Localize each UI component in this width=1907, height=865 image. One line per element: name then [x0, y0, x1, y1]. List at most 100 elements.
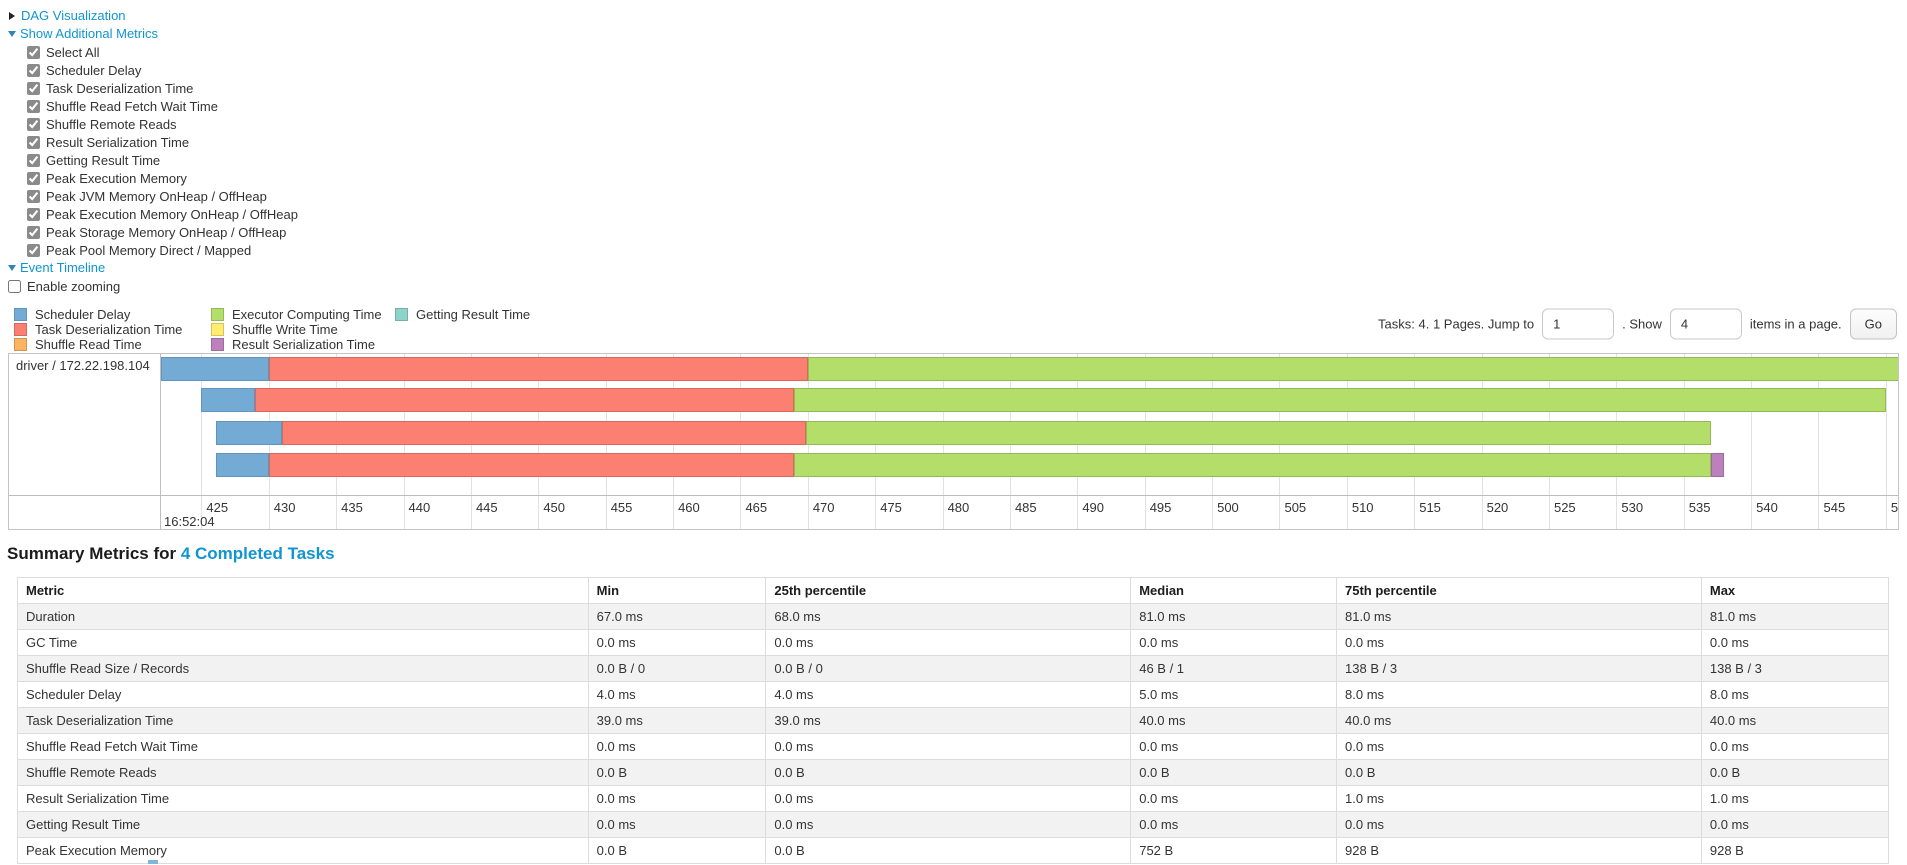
table-row: Duration 67.0 ms 68.0 ms 81.0 ms 81.0 ms 81.0… — [17, 603, 1890, 630]
axis-tick-label: 480 — [947, 500, 970, 515]
metric-checkbox[interactable] — [27, 243, 40, 257]
table-header-cell: Max — [1700, 577, 1890, 604]
axis-tick-label: 530 — [1621, 500, 1644, 515]
metric-checkbox-row: Peak Execution Memory OnHeap / OffHeap — [27, 205, 1907, 223]
metric-checkbox[interactable] — [27, 225, 40, 239]
table-header-cell: Metric — [17, 577, 589, 604]
metric-checkbox-label: Peak Execution Memory — [46, 170, 187, 186]
metric-value-cell: 0.0 ms — [1700, 811, 1890, 838]
metric-value-cell: 8.0 ms — [1336, 681, 1702, 708]
task-bar-segment-executor_computing[interactable] — [806, 421, 1711, 445]
axis-tick-label: 540 — [1756, 500, 1778, 515]
metric-value-cell: 0.0 B — [587, 759, 767, 786]
task-bar-segment-scheduler_delay[interactable] — [161, 357, 269, 381]
dag-visualization-row: DAG Visualization — [8, 7, 1907, 25]
axis-tick-label: 455 — [610, 500, 633, 515]
metric-checkbox[interactable] — [27, 153, 40, 167]
result_serialization-swatch-icon — [211, 337, 224, 351]
summary-metrics-table: Metric Min 25th percentile Median 75th perce… — [17, 577, 1890, 864]
table-header-row: Metric Min 25th percentile Median 75th perce… — [17, 577, 1890, 604]
metric-value-cell: 46 B / 1 — [1130, 655, 1338, 682]
task-bar-segment-executor_computing[interactable] — [794, 388, 1886, 412]
metric-name-cell: Shuffle Remote Reads — [17, 759, 589, 786]
table-header-cell: Min — [587, 577, 767, 604]
show-additional-metrics-link[interactable]: Show Additional Metrics — [20, 26, 159, 41]
metric-checkbox[interactable] — [27, 171, 40, 185]
event-timeline-link[interactable]: Event Timeline — [20, 260, 106, 275]
metric-checkbox-label: Result Serialization Time — [46, 134, 190, 150]
task-bar-segment-executor_computing[interactable] — [807, 357, 1898, 381]
expanded-arrow-icon — [8, 31, 16, 37]
enable-zooming-row: Enable zooming — [8, 277, 1907, 295]
task-bar-segment-task_deserialization[interactable] — [255, 388, 795, 412]
axis-tick-label: 445 — [475, 500, 498, 515]
metric-checkbox[interactable] — [27, 207, 40, 221]
axis-tick-label: 475 — [880, 500, 902, 515]
metric-name-cell: Shuffle Read Size / Records — [17, 655, 589, 682]
metric-value-cell: 67.0 ms — [587, 603, 767, 630]
metric-name-cell: Task Deserialization Time — [17, 707, 589, 734]
metric-value-cell: 928 B — [1700, 837, 1890, 864]
task-bar-segment-executor_computing[interactable] — [794, 453, 1711, 477]
axis-gridline — [1751, 354, 1753, 529]
axis-tick-label: 500 — [1217, 500, 1239, 515]
table-header-cell: 75th percentile — [1336, 577, 1702, 604]
metric-checkbox[interactable] — [27, 189, 40, 203]
executor-label: driver / 172.22.198.104 — [16, 358, 150, 373]
jump-to-page-input[interactable] — [1542, 308, 1615, 340]
go-button[interactable]: Go — [1849, 308, 1897, 340]
metric-checkbox[interactable] — [27, 117, 40, 131]
task-bar-segment-task_deserialization[interactable] — [282, 421, 807, 445]
metric-name-cell: Shuffle Read Fetch Wait Time — [17, 733, 589, 760]
event-timeline-row: Event Timeline — [8, 259, 1907, 277]
table-row: Shuffle Remote Reads 0.0 B 0.0 B 0.0 B 0.0 B… — [17, 759, 1890, 786]
items-per-page-input[interactable] — [1669, 308, 1742, 340]
metric-value-cell: 0.0 B — [1336, 759, 1702, 786]
task-bar-segment-task_deserialization[interactable] — [268, 357, 808, 381]
table-row: Shuffle Read Fetch Wait Time 0.0 ms 0.0 ms… — [17, 733, 1890, 760]
metric-value-cell: 0.0 ms — [1700, 629, 1890, 656]
metric-checkbox-label: Peak Storage Memory OnHeap / OffHeap — [46, 224, 287, 240]
metric-value-cell: 0.0 B / 0 — [765, 655, 1132, 682]
event-timeline-chart: 425 430 435 440 445 450 455 460 465 470 475 480 485 4… — [8, 353, 1899, 530]
task-bar-segment-scheduler_delay[interactable] — [216, 421, 283, 445]
axis-tick-label: 535 — [1688, 500, 1711, 515]
pagination-suffix-text: items in a page. — [1749, 316, 1842, 332]
legend-label: Executor Computing Time — [232, 306, 382, 322]
timeline-header-strip: Scheduler Delay Task Deserialization Time… — [0, 295, 1907, 353]
metric-checkbox-label: Shuffle Read Fetch Wait Time — [46, 98, 218, 114]
metric-value-cell: 68.0 ms — [765, 603, 1132, 630]
stage-controls: DAG Visualization Show Additional Metric… — [0, 0, 1907, 295]
metric-value-cell: 0.0 ms — [1130, 785, 1338, 812]
summary-metrics-heading: Summary Metrics for 4 Completed Tasks — [7, 544, 1907, 564]
metric-checkbox-row: Peak Storage Memory OnHeap / OffHeap — [27, 223, 1907, 241]
metric-checkbox[interactable] — [27, 63, 40, 77]
task-bar-segment-task_deserialization[interactable] — [268, 453, 795, 477]
metric-value-cell: 81.0 ms — [1130, 603, 1338, 630]
task-bar-segment-scheduler_delay[interactable] — [201, 388, 256, 412]
metric-checkbox-label: Getting Result Time — [46, 152, 161, 168]
metric-checkbox-row: Scheduler Delay — [27, 61, 1907, 79]
enable-zooming-checkbox[interactable] — [8, 279, 21, 293]
task-bar-segment-result_serialization[interactable] — [1710, 453, 1725, 477]
metric-checkbox-label: Peak JVM Memory OnHeap / OffHeap — [46, 188, 267, 204]
task_deserialization-swatch-icon — [14, 322, 27, 336]
metric-value-cell: 0.0 ms — [587, 629, 767, 656]
dag-visualization-link[interactable]: DAG Visualization — [21, 8, 126, 23]
metric-checkbox[interactable] — [27, 81, 40, 95]
completed-tasks-link[interactable]: 4 Completed Tasks — [180, 544, 335, 563]
metric-value-cell: 81.0 ms — [1336, 603, 1702, 630]
getting_result-swatch-icon — [395, 307, 408, 321]
scheduler_delay-swatch-icon — [14, 307, 27, 321]
task-bar-segment-scheduler_delay[interactable] — [216, 453, 269, 477]
legend-item: Result Serialization Time — [211, 337, 382, 352]
metric-value-cell: 0.0 ms — [1130, 811, 1338, 838]
metric-checkbox[interactable] — [27, 99, 40, 113]
metric-value-cell: 5.0 ms — [1130, 681, 1338, 708]
metric-checkbox[interactable] — [27, 45, 40, 59]
metric-checkbox-row: Peak Pool Memory Direct / Mapped — [27, 241, 1907, 259]
metric-checkbox[interactable] — [27, 135, 40, 149]
metric-name-cell: Scheduler Delay — [17, 681, 589, 708]
metric-value-cell: 752 B — [1130, 837, 1338, 864]
